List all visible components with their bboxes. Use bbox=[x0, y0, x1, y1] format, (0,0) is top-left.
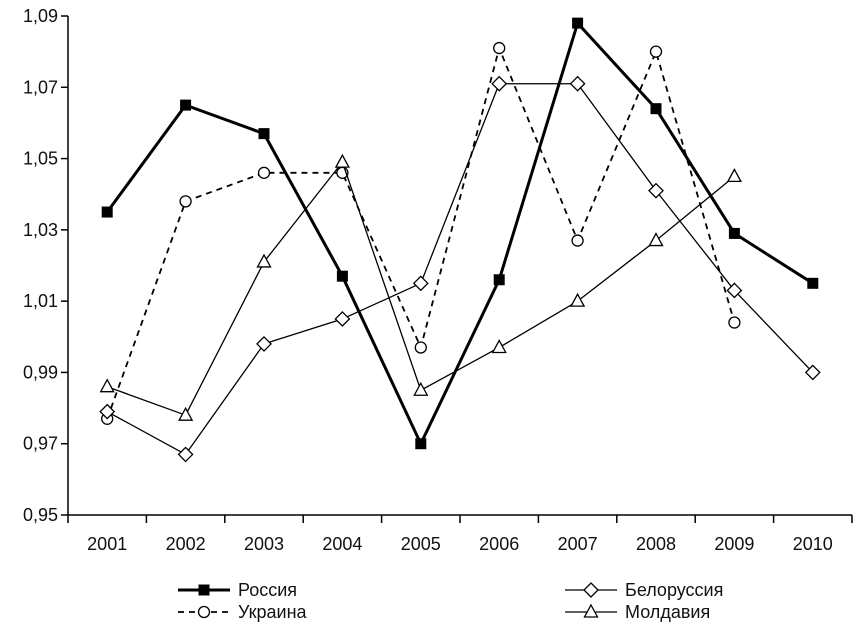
legend-item: Молдавия bbox=[565, 602, 710, 622]
x-tick-label: 2002 bbox=[166, 534, 206, 554]
x-tick-label: 2010 bbox=[793, 534, 833, 554]
data-point bbox=[412, 275, 429, 292]
data-point bbox=[648, 232, 664, 247]
y-tick-label: 1,01 bbox=[23, 291, 58, 311]
data-point bbox=[99, 403, 116, 420]
legend-label: Белоруссия bbox=[625, 580, 723, 600]
data-point bbox=[648, 182, 664, 199]
x-tick-label: 2009 bbox=[714, 534, 754, 554]
legend-marker bbox=[197, 605, 211, 619]
series-3 bbox=[99, 75, 821, 463]
data-point bbox=[256, 253, 272, 268]
data-point bbox=[728, 227, 740, 239]
data-point bbox=[493, 274, 505, 286]
data-point bbox=[177, 446, 194, 463]
data-point bbox=[807, 277, 819, 289]
data-point bbox=[726, 168, 742, 183]
data-point bbox=[101, 206, 113, 218]
x-tick-label: 2003 bbox=[244, 534, 284, 554]
data-point bbox=[336, 270, 348, 282]
series-4 bbox=[99, 153, 742, 421]
series-line bbox=[106, 83, 814, 456]
data-point bbox=[572, 17, 584, 29]
data-point bbox=[178, 406, 194, 421]
legend-label: Молдавия bbox=[625, 602, 710, 622]
data-point bbox=[571, 234, 584, 247]
x-tick-label: 2006 bbox=[479, 534, 519, 554]
legend-marker bbox=[583, 603, 599, 618]
series-line bbox=[105, 21, 814, 446]
data-point bbox=[413, 381, 429, 396]
data-point bbox=[728, 316, 741, 329]
x-tick-label: 2001 bbox=[87, 534, 127, 554]
y-tick-label: 0,97 bbox=[23, 434, 58, 454]
x-tick-label: 2007 bbox=[558, 534, 598, 554]
data-point bbox=[569, 75, 586, 92]
legend-marker bbox=[198, 584, 210, 596]
y-tick-label: 0,95 bbox=[23, 505, 58, 525]
data-point bbox=[493, 41, 506, 55]
legend-marker bbox=[583, 582, 599, 598]
legend-item: Белоруссия bbox=[565, 580, 723, 600]
x-tick-label: 2005 bbox=[401, 534, 441, 554]
data-point bbox=[726, 282, 743, 299]
data-point bbox=[649, 45, 663, 58]
y-tick-label: 1,09 bbox=[23, 6, 58, 26]
y-tick-label: 1,03 bbox=[23, 220, 58, 240]
data-point bbox=[334, 153, 350, 168]
y-tick-label: 1,07 bbox=[23, 77, 58, 97]
data-point bbox=[180, 99, 192, 111]
data-point bbox=[258, 128, 270, 140]
legend-label: Россия bbox=[238, 580, 297, 600]
data-point bbox=[415, 438, 427, 450]
data-point bbox=[257, 166, 271, 179]
series-line bbox=[106, 47, 736, 420]
data-point bbox=[256, 335, 272, 352]
legend-item: Россия bbox=[178, 580, 297, 600]
series-1 bbox=[101, 17, 819, 450]
legend-label: Украина bbox=[238, 602, 308, 622]
data-point bbox=[491, 339, 507, 354]
data-point bbox=[804, 364, 821, 381]
y-tick-label: 1,05 bbox=[23, 149, 58, 169]
data-point bbox=[570, 292, 586, 307]
data-point bbox=[414, 341, 427, 354]
data-point bbox=[334, 311, 351, 327]
x-tick-label: 2008 bbox=[636, 534, 676, 554]
data-point bbox=[99, 378, 115, 393]
data-point bbox=[179, 195, 192, 208]
chart-axes: 0,95 0,97 0,99 1,01 1,03 1,05 1,07 1,09 2001 2002… bbox=[23, 6, 853, 554]
y-tick-label: 0,99 bbox=[23, 362, 58, 382]
legend-item: Украина bbox=[178, 602, 308, 622]
data-point bbox=[650, 103, 662, 115]
x-tick-label: 2004 bbox=[322, 534, 362, 554]
series-layer bbox=[99, 17, 821, 463]
series-2 bbox=[101, 41, 741, 425]
data-point bbox=[491, 75, 508, 92]
